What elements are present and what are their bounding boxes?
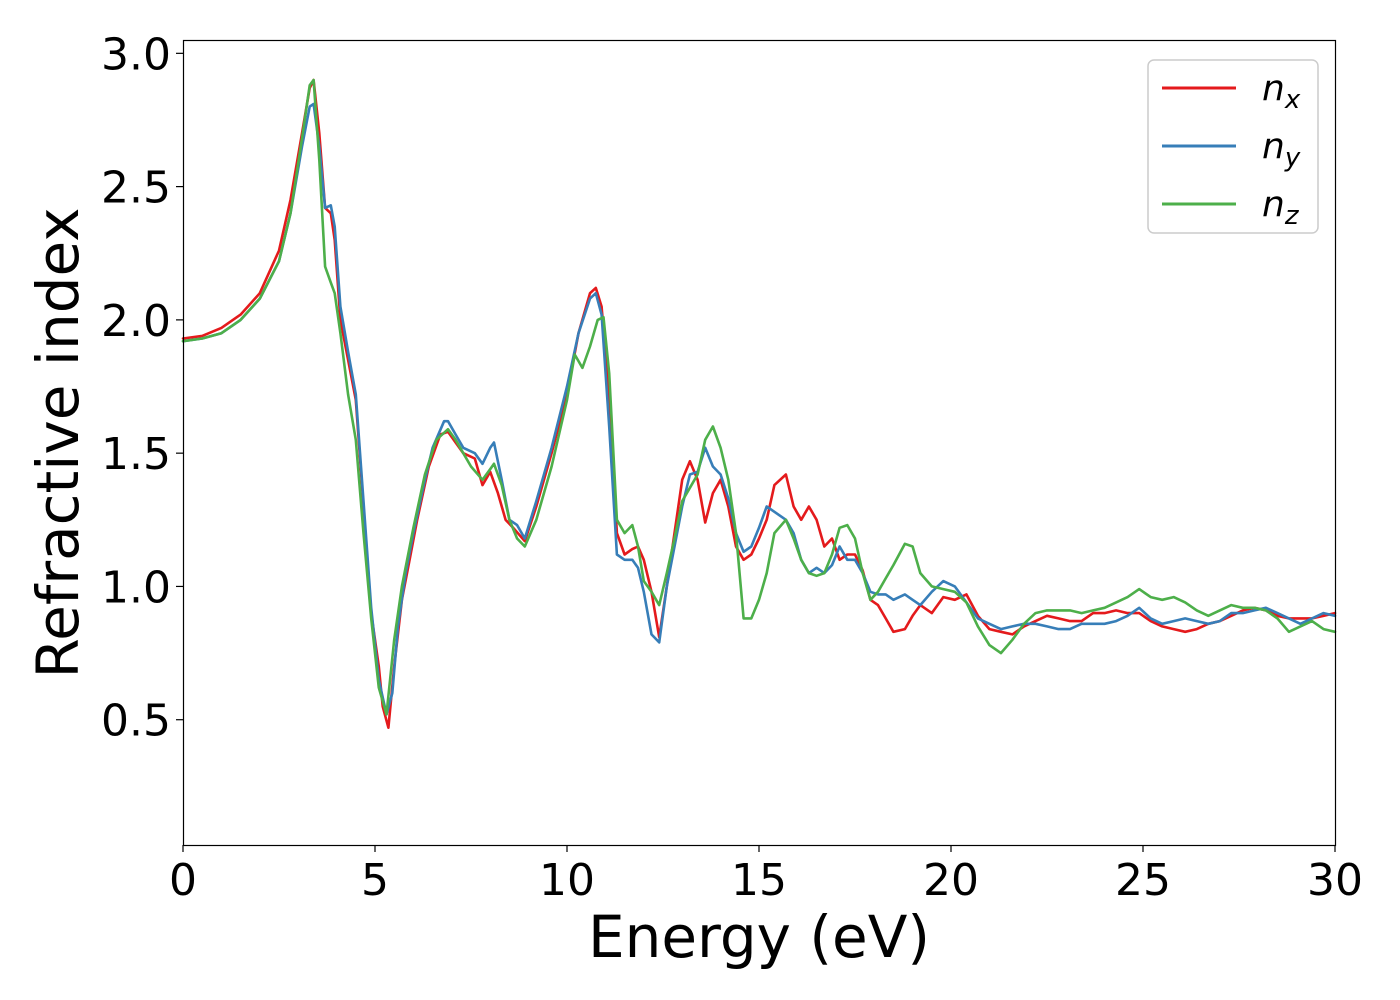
y-axis-title: Refractive index (24, 207, 92, 678)
y-tick-label: 0.5 (101, 696, 171, 747)
y-tick-label: 3.0 (101, 29, 171, 80)
x-tick-label: 25 (1115, 855, 1171, 906)
x-tick-label: 20 (923, 855, 979, 906)
y-tick-label: 2.0 (101, 296, 171, 347)
x-tick-label: 10 (539, 855, 595, 906)
y-tick-label: 2.5 (101, 163, 171, 214)
x-axis-ticks: 0 5 10 15 20 25 30 (169, 845, 1363, 906)
y-axis-ticks: 0.5 1.0 1.5 2.0 2.5 3.0 (101, 29, 183, 747)
series-layer (181, 78, 1337, 729)
x-tick-label: 30 (1307, 855, 1363, 906)
y-tick-label: 1.0 (101, 562, 171, 613)
legend-subscript-x: x (1284, 85, 1301, 115)
x-tick-label: 5 (361, 855, 389, 906)
x-tick-label: 0 (169, 855, 197, 906)
legend-subscript-z: z (1284, 201, 1300, 231)
series-line-x (181, 78, 1337, 729)
x-tick-label: 15 (731, 855, 787, 906)
y-tick-label: 1.5 (101, 429, 171, 480)
legend-subscript-y: y (1284, 143, 1301, 173)
x-axis-title: Energy (eV) (588, 903, 930, 971)
series-line-z (181, 78, 1337, 716)
